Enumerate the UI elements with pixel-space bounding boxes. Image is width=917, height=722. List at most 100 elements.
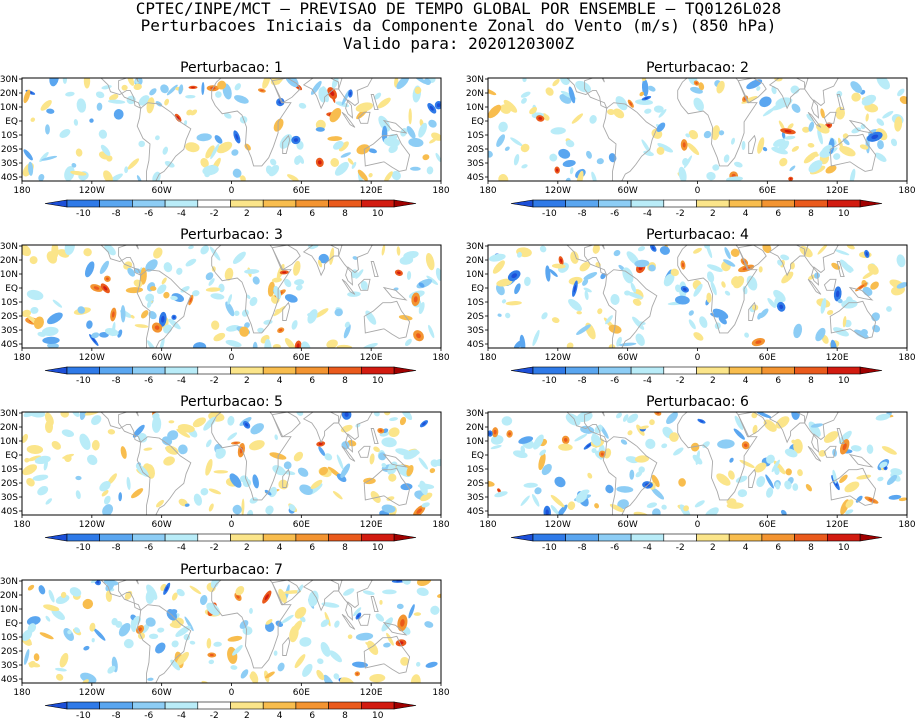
coastline [357, 613, 371, 626]
perturbation-blob [520, 143, 530, 153]
lat-tick-label: 10N [0, 270, 18, 280]
perturbation-blob [591, 434, 601, 446]
coastline [357, 111, 371, 124]
colorbar-bin [295, 366, 329, 375]
lat-tick-label: 10N [466, 103, 484, 113]
colorbar-label: -2 [210, 543, 219, 553]
perturbation-blob [324, 453, 333, 461]
perturbation-blob [568, 276, 583, 285]
colorbar: -10 -8 -6 -4 -2 2 4 6 8 10 [44, 701, 417, 721]
lon-tick-label: 0 [695, 186, 701, 196]
coastline [302, 78, 340, 110]
colorbar-bin [598, 366, 632, 375]
perturbation-blob [894, 116, 903, 132]
perturbation-core [884, 467, 887, 469]
lat-tick-label: 10S [1, 465, 18, 475]
perturbation-blob [163, 291, 170, 299]
perturbation-blob [60, 412, 69, 418]
perturbation-blob [99, 331, 109, 338]
perturbation-blob [357, 169, 368, 181]
coastline [302, 245, 340, 277]
perturbation-blob [388, 427, 400, 437]
perturbation-blob [131, 488, 144, 499]
perturbation-blob [225, 301, 235, 317]
perturbation-blob [83, 248, 92, 257]
perturbation-blob [274, 434, 278, 441]
coastline [848, 119, 874, 134]
lat-tick-label: 10S [1, 633, 18, 643]
perturbation-blob [59, 652, 69, 668]
perturbation-core [629, 101, 633, 106]
perturbation-blob [552, 78, 560, 87]
colorbar-bin [295, 533, 329, 542]
perturbation-blob [27, 584, 35, 591]
colorbar-label: -6 [144, 711, 153, 721]
colorbar-high-arrow [393, 533, 417, 542]
perturbation-blob [584, 290, 589, 301]
perturbation-blob [145, 259, 158, 272]
perturbation-blob [723, 259, 736, 267]
colorbar-label: -2 [676, 543, 685, 553]
coastline [271, 78, 301, 104]
perturbation-blob [499, 104, 512, 114]
lon-tick-label: 60W [151, 520, 171, 530]
colorbar-label: 8 [808, 376, 814, 386]
colorbar-bin [262, 701, 297, 710]
perturbation-blob [291, 320, 298, 330]
colorbar-bin [197, 533, 231, 542]
perturbation-blob [188, 245, 194, 250]
perturbation-blob [146, 300, 152, 308]
lat-tick-label: EQ [5, 284, 18, 294]
perturbation-blob [845, 509, 854, 515]
field-layer [488, 245, 907, 348]
field-layer [22, 245, 441, 348]
perturbation-blob [802, 126, 810, 133]
perturbation-blob [594, 503, 600, 509]
lat-tick-label: 10N [466, 270, 484, 280]
perturbation-blob [820, 108, 825, 119]
perturbation-blob [791, 412, 800, 420]
perturbation-blob [721, 281, 726, 288]
perturbation-blob [724, 247, 731, 260]
perturbation-blob [76, 98, 87, 113]
colorbar: -10 -8 -6 -4 -2 2 4 6 8 10 [44, 199, 417, 219]
perturbation-blob [545, 87, 554, 96]
perturbation-blob [418, 302, 425, 314]
perturbation-blob [126, 476, 131, 490]
lon-tick-label: 60E [293, 520, 310, 530]
perturbation-core [508, 432, 512, 436]
perturbation-blob [375, 613, 385, 622]
coastline [271, 245, 301, 271]
lat-tick-label: 20N [0, 256, 18, 266]
perturbation-blob [241, 498, 245, 515]
perturbation-blob [523, 482, 538, 488]
colorbar-label: 6 [775, 543, 781, 553]
perturbation-blob [669, 432, 679, 442]
coastline [748, 134, 757, 154]
perturbation-blob [208, 278, 215, 286]
panel-title: Perturbacao: 1 [180, 60, 283, 76]
perturbation-blob [381, 437, 397, 448]
lat-tick-label: EQ [471, 451, 484, 461]
perturbation-blob [320, 641, 331, 657]
lat-tick-label: EQ [5, 117, 18, 127]
perturbation-blob [99, 260, 109, 275]
lon-tick-label: 0 [695, 353, 701, 363]
perturbation-blob [579, 261, 591, 272]
perturbation-blob [865, 113, 869, 122]
coastline [382, 621, 408, 636]
colorbar: -10 -8 -6 -4 -2 2 4 6 8 10 [510, 199, 883, 219]
perturbation-blob [192, 290, 200, 297]
colorbar-bin [99, 366, 133, 375]
perturbation-core [154, 325, 160, 330]
perturbation-blob [168, 318, 181, 330]
perturbation-blob [177, 424, 195, 433]
colorbar-bin [794, 533, 828, 542]
perturbation-blob [51, 245, 59, 260]
lon-tick-label: 180 [479, 186, 496, 196]
coastline [136, 102, 192, 181]
perturbation-blob [866, 444, 874, 454]
perturbation-blob [184, 616, 194, 632]
lat-tick-label: 10S [1, 298, 18, 308]
perturbation-blob [217, 80, 227, 90]
